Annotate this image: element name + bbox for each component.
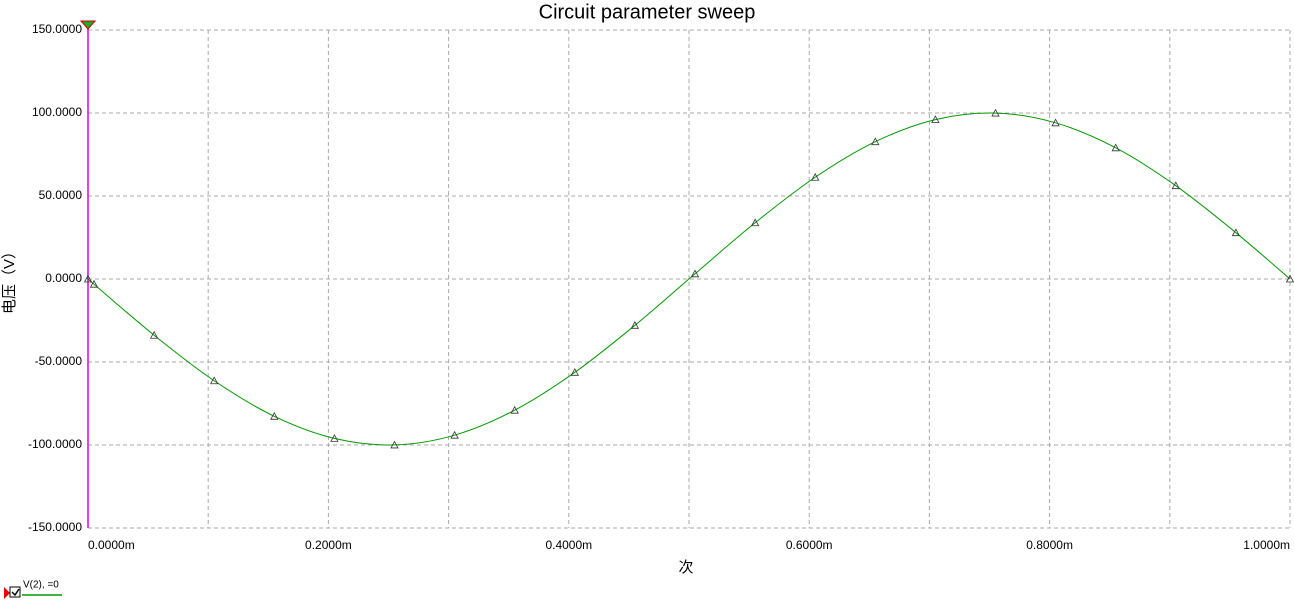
y-tick-label: -100.0000 — [28, 437, 82, 451]
plot — [83, 108, 1294, 449]
data-marker — [1171, 181, 1180, 190]
data-marker — [89, 279, 99, 288]
cursor-handle — [79, 20, 97, 30]
checkmark — [11, 588, 20, 597]
y-tick-label: 50.0000 — [39, 188, 83, 202]
series-line — [86, 112, 1291, 446]
data-marker — [83, 274, 93, 283]
y-axis-label: 电压（V） — [1, 244, 18, 314]
y-tick-label: -50.0000 — [35, 354, 83, 368]
data-marker — [1111, 143, 1120, 152]
legend-label: V(2), =0 — [23, 580, 59, 591]
data-marker — [811, 172, 820, 181]
data-marker — [1231, 228, 1241, 237]
x-tick-label: 0.4000m — [545, 538, 592, 552]
data-marker — [871, 137, 880, 146]
legend-marker — [4, 587, 10, 599]
data-marker — [630, 320, 640, 329]
data-marker — [330, 434, 339, 442]
data-marker — [450, 430, 459, 439]
data-marker — [931, 115, 940, 123]
x-tick-label: 0.6000m — [786, 538, 833, 552]
y-tick-label: 100.0000 — [32, 105, 82, 119]
chart-title: Circuit parameter sweep — [539, 1, 756, 23]
y-tick-label: -150.0000 — [28, 520, 82, 534]
x-axis-label: 次 — [678, 559, 693, 576]
y-tick-label: 150.0000 — [32, 22, 82, 36]
data-marker — [270, 411, 279, 420]
x-tick-label: 1.0000m — [1243, 538, 1290, 552]
data-marker — [1051, 118, 1060, 127]
data-marker — [510, 405, 519, 414]
data-marker — [210, 376, 219, 385]
data-marker — [750, 218, 760, 227]
grid — [87, 29, 1291, 529]
x-tick-label: 0.8000m — [1026, 538, 1073, 552]
x-tick-label: 0.2000m — [305, 538, 352, 552]
data-marker — [991, 108, 1000, 117]
x-tick-label: 0.0000m — [88, 538, 135, 552]
data-marker — [690, 269, 700, 278]
data-marker — [149, 330, 159, 339]
data-marker — [390, 440, 399, 449]
legend-checkbox[interactable] — [9, 586, 21, 598]
data-marker — [570, 367, 579, 376]
data-marker — [1285, 274, 1294, 283]
y-tick-label: 0.0000 — [45, 271, 82, 285]
